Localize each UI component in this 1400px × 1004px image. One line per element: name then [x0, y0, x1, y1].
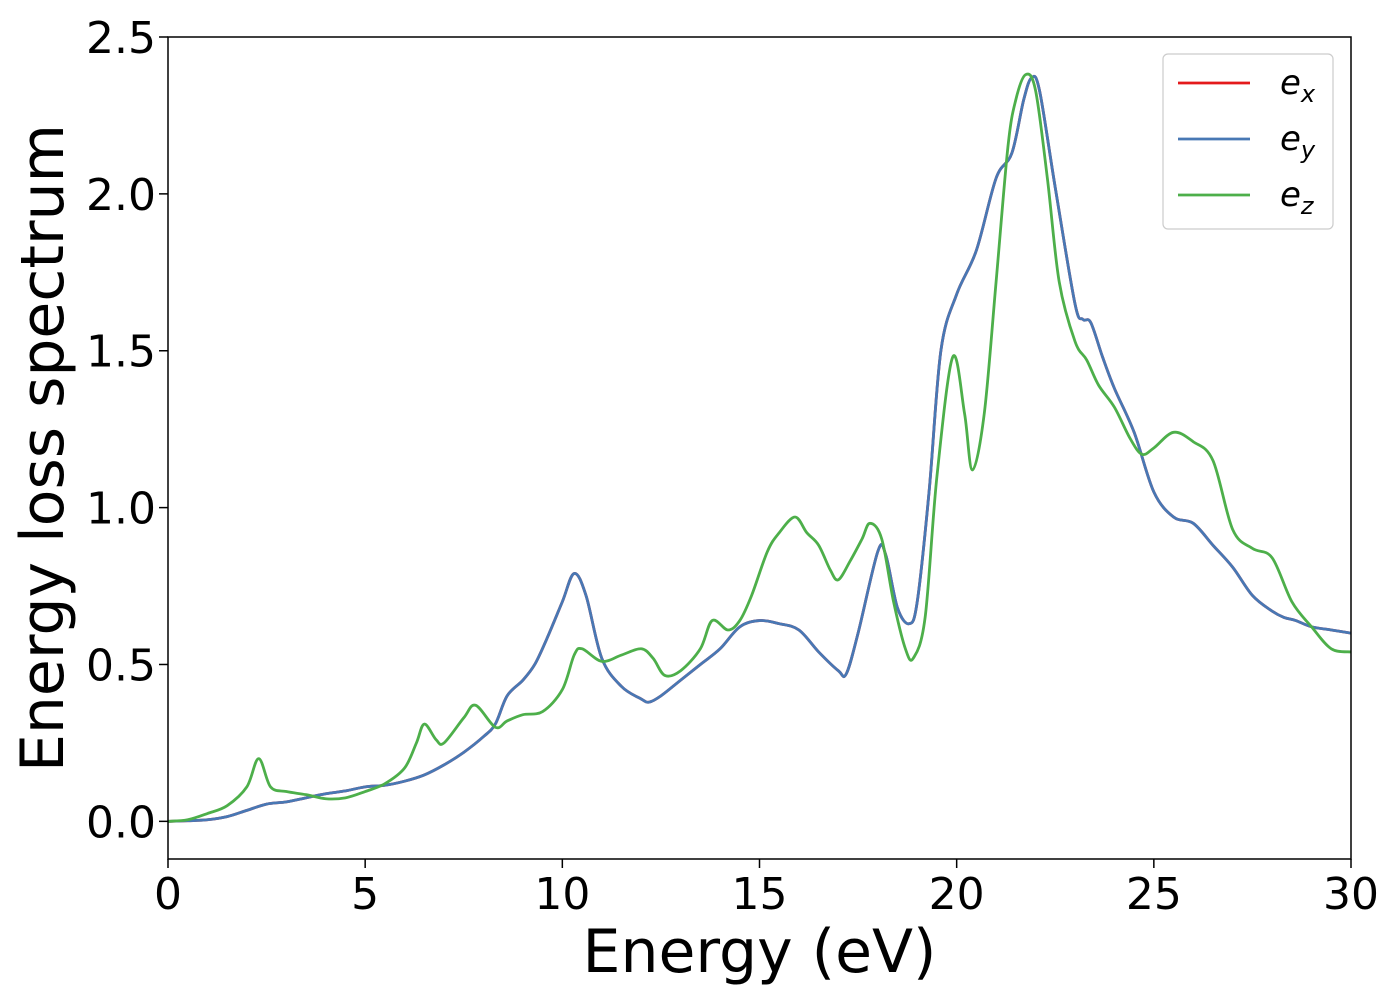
- y-tick-label: 2.5: [86, 13, 156, 64]
- x-tick-label: 5: [351, 869, 379, 920]
- legend-box: [1162, 53, 1334, 230]
- legend-label-subscript: z: [1300, 192, 1315, 220]
- legend-label-z: ez: [1280, 175, 1315, 220]
- legend-label-y: ey: [1280, 119, 1316, 164]
- y-axis-label: Energy loss spectrum: [8, 124, 78, 772]
- x-axis-ticks: 0 5 10 15 20 25 30: [154, 859, 1379, 920]
- legend-label-base: e: [1280, 63, 1301, 103]
- y-tick-label: 2.0: [86, 170, 156, 221]
- legend-label-base: e: [1280, 175, 1301, 215]
- legend-label-base: e: [1280, 119, 1301, 159]
- legend-label-subscript: x: [1300, 80, 1316, 108]
- x-tick-label: 15: [732, 869, 788, 920]
- y-tick-label: 0.0: [86, 797, 156, 848]
- y-axis-ticks: 0.0 0.5 1.0 1.5 2.0 2.5: [86, 13, 168, 848]
- legend-label-subscript: y: [1300, 136, 1316, 164]
- x-tick-label: 30: [1323, 869, 1379, 920]
- x-axis-label: Energy (eV): [583, 917, 937, 987]
- series-line-z: [168, 72, 1351, 823]
- x-tick-label: 25: [1126, 869, 1182, 920]
- x-tick-label: 20: [929, 869, 985, 920]
- legend-label-x: ex: [1280, 63, 1316, 108]
- y-tick-label: 0.5: [86, 640, 156, 691]
- x-tick-label: 0: [154, 869, 182, 920]
- series-line-y: [168, 74, 1351, 823]
- x-tick-label: 10: [534, 869, 590, 920]
- y-tick-label: 1.0: [86, 484, 156, 535]
- y-tick-label: 1.5: [86, 327, 156, 378]
- series-layer: [168, 72, 1351, 823]
